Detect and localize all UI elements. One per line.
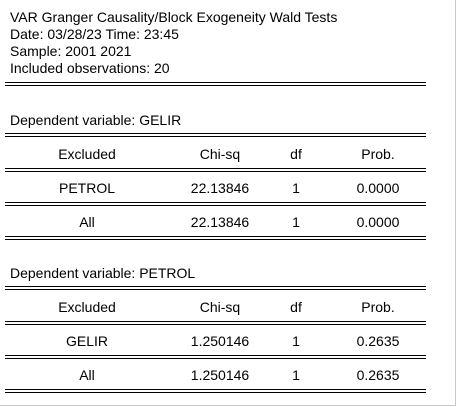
divider <box>5 392 426 393</box>
divider <box>5 358 426 359</box>
column-header-excluded: Excluded <box>58 146 116 162</box>
df-cell: 1 <box>292 214 300 230</box>
divider <box>5 136 426 137</box>
divider <box>5 205 426 206</box>
excluded-cell: GELIR <box>65 333 108 349</box>
report-observations: Included observations: 20 <box>10 60 170 76</box>
excluded-cell: PETROL <box>58 180 115 196</box>
divider <box>5 289 426 290</box>
divider <box>5 168 426 169</box>
divider <box>5 324 426 325</box>
divider <box>5 133 426 134</box>
divider <box>5 389 426 390</box>
divider <box>5 321 426 322</box>
prob-cell: 0.2635 <box>356 333 400 349</box>
divider <box>5 82 426 83</box>
prob-cell: 0.0000 <box>356 180 400 196</box>
block-title: Dependent variable: PETROL <box>10 265 196 281</box>
divider <box>5 85 426 86</box>
divider <box>5 286 426 287</box>
column-header-df: df <box>290 146 302 162</box>
df-cell: 1 <box>292 180 300 196</box>
divider <box>5 171 426 172</box>
prob-cell: 0.0000 <box>356 214 400 230</box>
divider <box>5 236 426 237</box>
divider <box>5 355 426 356</box>
divider <box>5 202 426 203</box>
report-datetime: Date: 03/28/23 Time: 23:45 <box>10 26 179 42</box>
chi-sq-cell: 22.13846 <box>190 214 250 230</box>
chi-sq-cell: 22.13846 <box>190 180 250 196</box>
excluded-cell: All <box>79 214 95 230</box>
column-header-chi-sq: Chi-sq <box>199 299 241 315</box>
excluded-cell: All <box>79 367 95 383</box>
df-cell: 1 <box>292 367 300 383</box>
column-header-prob: Prob. <box>361 299 395 315</box>
column-header-excluded: Excluded <box>58 299 116 315</box>
column-header-chi-sq: Chi-sq <box>199 146 241 162</box>
prob-cell: 0.2635 <box>356 367 400 383</box>
chi-sq-cell: 1.250146 <box>190 333 250 349</box>
column-header-prob: Prob. <box>361 146 395 162</box>
block-title: Dependent variable: GELIR <box>10 112 182 128</box>
report-sample: Sample: 2001 2021 <box>10 43 132 59</box>
report-title: VAR Granger Causality/Block Exogeneity W… <box>10 9 338 25</box>
df-cell: 1 <box>292 333 300 349</box>
chi-sq-cell: 1.250146 <box>190 367 250 383</box>
column-header-df: df <box>290 299 302 315</box>
divider <box>5 239 426 240</box>
